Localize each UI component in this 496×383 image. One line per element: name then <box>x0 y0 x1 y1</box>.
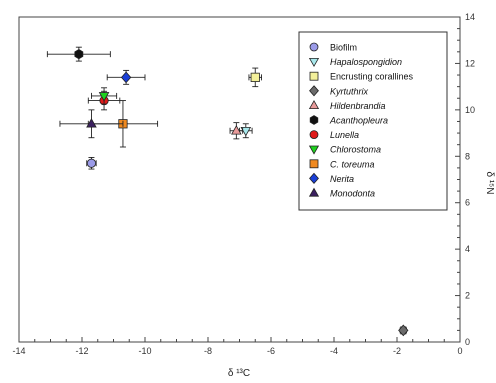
legend: Biofilm Hapalospongidion Encrusting corall… <box>298 31 448 211</box>
x-axis-label: δ ¹³C <box>228 368 250 379</box>
series-monodonta <box>59 109 124 139</box>
y-axis-label: δ ¹⁵N <box>484 171 495 194</box>
y-tick-label: 4 <box>465 244 470 254</box>
data-point <box>240 126 252 137</box>
x-tick-label: -10 <box>138 346 151 356</box>
legend-marker <box>309 172 319 185</box>
data-point <box>120 71 132 84</box>
legend-box <box>298 31 448 211</box>
legend-label: C. toreuma <box>330 159 375 169</box>
data-point <box>231 125 242 135</box>
legend-label: Monodonta <box>330 189 375 199</box>
data-point <box>398 324 409 337</box>
legend-marker <box>309 130 319 140</box>
legend-marker <box>309 85 319 97</box>
x-tick-label: -14 <box>12 346 25 356</box>
legend-marker <box>309 159 319 169</box>
series-chlorostoma <box>90 87 118 105</box>
series-hapalospongidion <box>239 123 253 139</box>
legend-label: Hildenbrandia <box>330 101 386 111</box>
legend-label: Kyrtuthrix <box>330 86 369 96</box>
legend-marker <box>309 115 319 125</box>
data-point <box>86 118 97 128</box>
axes: -14 -12 -10 -8 -6 -4 -2 00 2 4 6 8 10 12 14 <box>12 12 475 356</box>
y-tick-label: 0 <box>465 337 470 347</box>
data-points <box>46 46 409 337</box>
series-acanthopleura <box>46 46 111 62</box>
series-encrusting-corallines <box>248 67 262 88</box>
legend-label: Chlorostoma <box>330 145 381 155</box>
series-hildenbrandia <box>229 122 244 140</box>
legend-marker <box>308 187 320 197</box>
legend-marker <box>308 99 320 109</box>
legend-marker <box>308 145 320 155</box>
data-point <box>250 72 260 82</box>
series-kyrtuthrix <box>398 324 409 337</box>
series-biofilm <box>86 156 97 170</box>
legend-label: Encrusting corallines <box>330 72 414 82</box>
legend-marker <box>309 71 319 81</box>
legend-label: Biofilm <box>330 43 357 53</box>
y-tick-label: 8 <box>465 151 470 161</box>
legend-label: Hapalospongidion <box>330 57 402 67</box>
legend-marker <box>308 58 320 68</box>
y-tick-label: 12 <box>465 58 475 68</box>
x-tick-label: -6 <box>267 346 275 356</box>
x-tick-label: -12 <box>75 346 88 356</box>
y-tick-label: 6 <box>465 198 470 208</box>
legend-label: Acanthopleura <box>329 116 388 126</box>
legend-marker <box>309 42 319 52</box>
x-tick-label: -4 <box>330 346 338 356</box>
y-tick-label: 10 <box>465 105 475 115</box>
legend-label: Nerita <box>330 174 354 184</box>
data-point <box>98 92 110 102</box>
y-tick-label: 14 <box>465 12 475 22</box>
x-tick-label: -8 <box>204 346 212 356</box>
data-point <box>74 49 84 60</box>
x-tick-label: 0 <box>457 346 462 356</box>
y-tick-label: 2 <box>465 291 470 301</box>
legend-label: Lunella <box>330 130 359 140</box>
x-tick-label: -2 <box>393 346 401 356</box>
data-point <box>86 158 97 168</box>
series-nerita <box>106 69 146 85</box>
